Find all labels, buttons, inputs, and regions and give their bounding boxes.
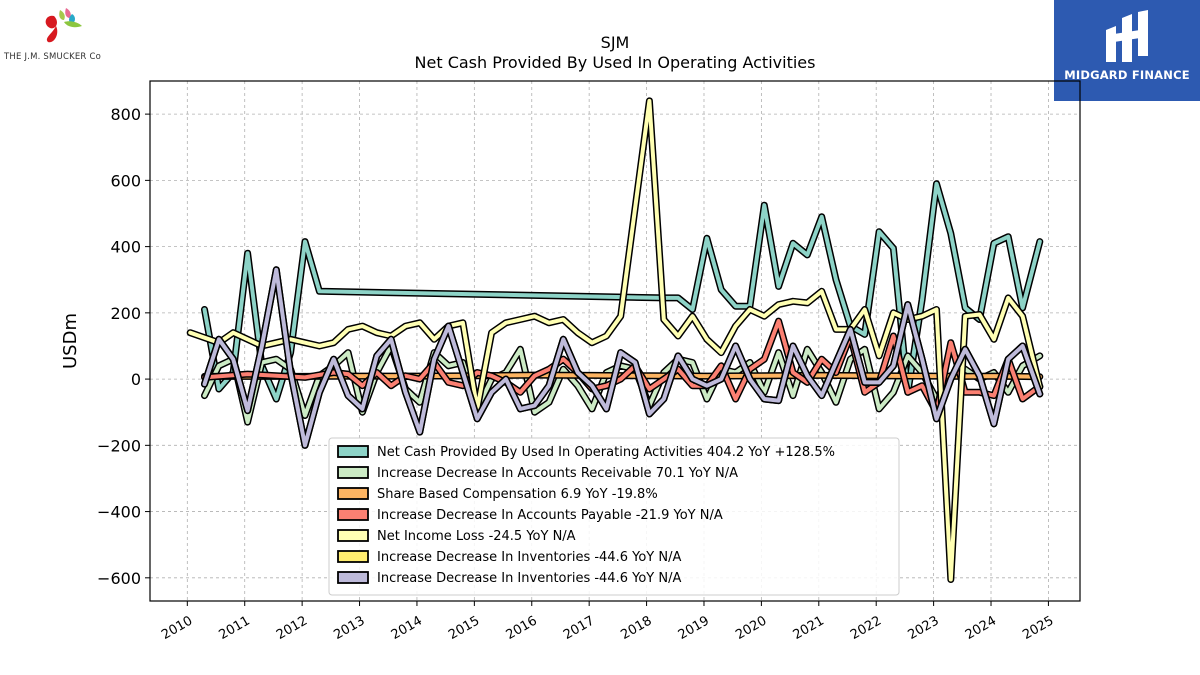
x-tick-label: 2024 [963, 613, 999, 643]
x-tick-label: 2015 [446, 613, 482, 643]
legend-label: Share Based Compensation 6.9 YoY -19.8% [377, 487, 658, 502]
x-tick-label: 2013 [331, 613, 367, 643]
y-tick-label: 800 [110, 105, 141, 124]
y-axis: 800 600 400 200 0 −200 −400 −600 [97, 105, 150, 588]
legend-label: Increase Decrease In Accounts Payable -2… [377, 508, 723, 523]
smucker-logo-text: THE J.M. SMUCKER Co [4, 52, 101, 62]
x-tick-label: 2025 [1020, 613, 1056, 643]
series-line [201, 266, 1044, 449]
y-axis-label: USDm [60, 313, 81, 369]
y-tick-label: −600 [97, 569, 141, 588]
midgard-finance-logo: MIDGARD FINANCE [1054, 0, 1200, 101]
x-tick-label: 2023 [905, 613, 941, 643]
legend-swatch [337, 529, 369, 542]
y-tick-label: 200 [110, 304, 141, 323]
legend-swatch [337, 550, 369, 563]
plot-frame [149, 80, 1081, 602]
legend-swatch [337, 445, 369, 458]
y-tick-label: 0 [131, 370, 141, 389]
legend-label: Net Income Loss -24.5 YoY N/A [377, 529, 576, 544]
series-line [201, 317, 1044, 416]
legend-item: Net Income Loss -24.5 YoY N/A [337, 529, 576, 544]
x-tick-label: 2018 [618, 613, 654, 643]
legend-label: Net Cash Provided By Used In Operating A… [377, 445, 835, 460]
legend-label: Increase Decrease In Inventories -44.6 Y… [377, 550, 681, 565]
legend-swatch [337, 466, 369, 479]
legend-label: Increase Decrease In Inventories -44.6 Y… [377, 571, 681, 586]
x-tick-label: 2019 [676, 613, 712, 643]
legend-box [328, 437, 900, 596]
series-layer [186, 97, 1044, 583]
chart-subtitle: Net Cash Provided By Used In Operating A… [415, 53, 816, 72]
y-tick-label: 400 [110, 238, 141, 257]
x-tick-label: 2020 [733, 613, 769, 643]
smucker-logo-mark [45, 8, 82, 43]
x-tick-label: 2012 [274, 613, 310, 643]
x-axis: 2010 2011 2012 2013 2014 2015 2016 2017 2018 2019… [159, 601, 1056, 643]
x-tick-label: 2014 [389, 613, 425, 643]
x-tick-label: 2010 [159, 613, 195, 643]
x-tick-label: 2016 [504, 613, 540, 643]
x-tick-label: 2022 [848, 613, 884, 643]
legend-swatch [337, 571, 369, 584]
series-line-stroke [188, 98, 1042, 582]
legend-item: Increase Decrease In Accounts Receivable… [337, 466, 738, 481]
legend-item: Increase Decrease In Inventories -44.6 Y… [337, 550, 681, 565]
legend-item: Increase Decrease In Inventories -44.6 Y… [337, 571, 681, 586]
legend-swatch [337, 508, 369, 521]
legend-item: Net Cash Provided By Used In Operating A… [337, 445, 835, 460]
legend-item: Increase Decrease In Accounts Payable -2… [337, 508, 723, 523]
x-tick-label: 2017 [561, 613, 597, 643]
legend-label: Increase Decrease In Accounts Receivable… [377, 466, 738, 481]
x-tick-label: 2021 [791, 613, 827, 643]
chart-title: SJM [601, 33, 630, 52]
y-tick-label: −400 [97, 503, 141, 522]
y-tick-label: −200 [97, 436, 141, 455]
legend-item: Share Based Compensation 6.9 YoY -19.8% [337, 487, 658, 502]
x-tick-label: 2011 [217, 613, 253, 643]
y-tick-label: 600 [110, 171, 141, 190]
series-line-stroke [202, 267, 1042, 448]
midgard-logo-mark [1106, 10, 1148, 62]
legend-swatch [337, 487, 369, 500]
series-line-stroke [202, 319, 1042, 415]
legend: Net Cash Provided By Used In Operating A… [328, 437, 900, 596]
series-line [186, 97, 1044, 583]
midgard-logo-text: MIDGARD FINANCE [1064, 68, 1190, 82]
smucker-logo: THE J.M. SMUCKER Co [4, 4, 124, 66]
